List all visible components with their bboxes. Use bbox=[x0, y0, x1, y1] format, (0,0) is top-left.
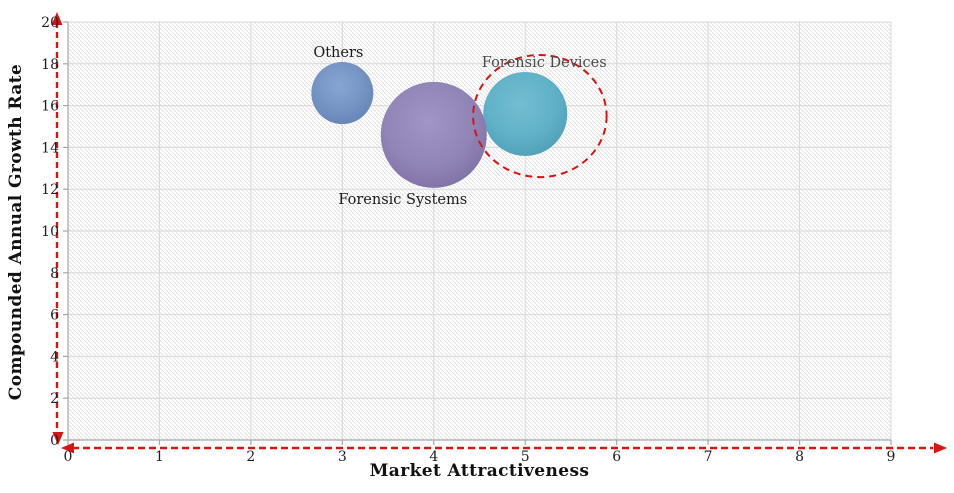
x-tick-label: 0 bbox=[64, 449, 73, 465]
y-tick-label: 12 bbox=[41, 182, 59, 198]
y-tick-label: 20 bbox=[41, 15, 59, 31]
bubble-forensic-devices bbox=[483, 71, 568, 156]
bubble-label-forensic-systems: Forensic Systems bbox=[338, 192, 467, 208]
y-tick-label: 6 bbox=[50, 308, 59, 324]
y-tick-label: 0 bbox=[50, 433, 59, 449]
axis-arrows bbox=[51, 12, 947, 454]
x-axis-arrow-right bbox=[934, 442, 947, 454]
x-tick-label: 9 bbox=[887, 449, 896, 465]
y-tick-label: 14 bbox=[41, 140, 59, 156]
y-tick-label: 10 bbox=[41, 224, 59, 240]
x-tick-label: 4 bbox=[429, 449, 438, 465]
x-tick-label: 7 bbox=[704, 449, 713, 465]
y-tick-label: 8 bbox=[50, 266, 59, 282]
axes bbox=[63, 21, 892, 445]
x-axis-arrow-left bbox=[61, 442, 74, 454]
y-tick-label: 18 bbox=[41, 57, 59, 73]
highlight-ellipse bbox=[472, 54, 608, 179]
bubble-label-forensic-devices: Forensic Devices bbox=[482, 55, 607, 71]
x-tick-label: 5 bbox=[521, 449, 530, 465]
x-tick-label: 2 bbox=[246, 449, 255, 465]
x-tick-label: 3 bbox=[338, 449, 347, 465]
y-tick-label: 2 bbox=[50, 391, 59, 407]
y-axis-arrow-down bbox=[52, 432, 64, 445]
y-tick-label: 4 bbox=[50, 349, 59, 365]
bubble-forensic-systems bbox=[380, 81, 487, 188]
bubble-others bbox=[311, 62, 374, 125]
bubble-label-others: Others bbox=[313, 45, 363, 61]
x-tick-label: 8 bbox=[795, 449, 804, 465]
x-tick-label: 1 bbox=[155, 449, 164, 465]
y-tick-label: 16 bbox=[41, 99, 59, 115]
y-axis-arrow-up bbox=[51, 12, 63, 25]
x-tick-label: 6 bbox=[612, 449, 621, 465]
